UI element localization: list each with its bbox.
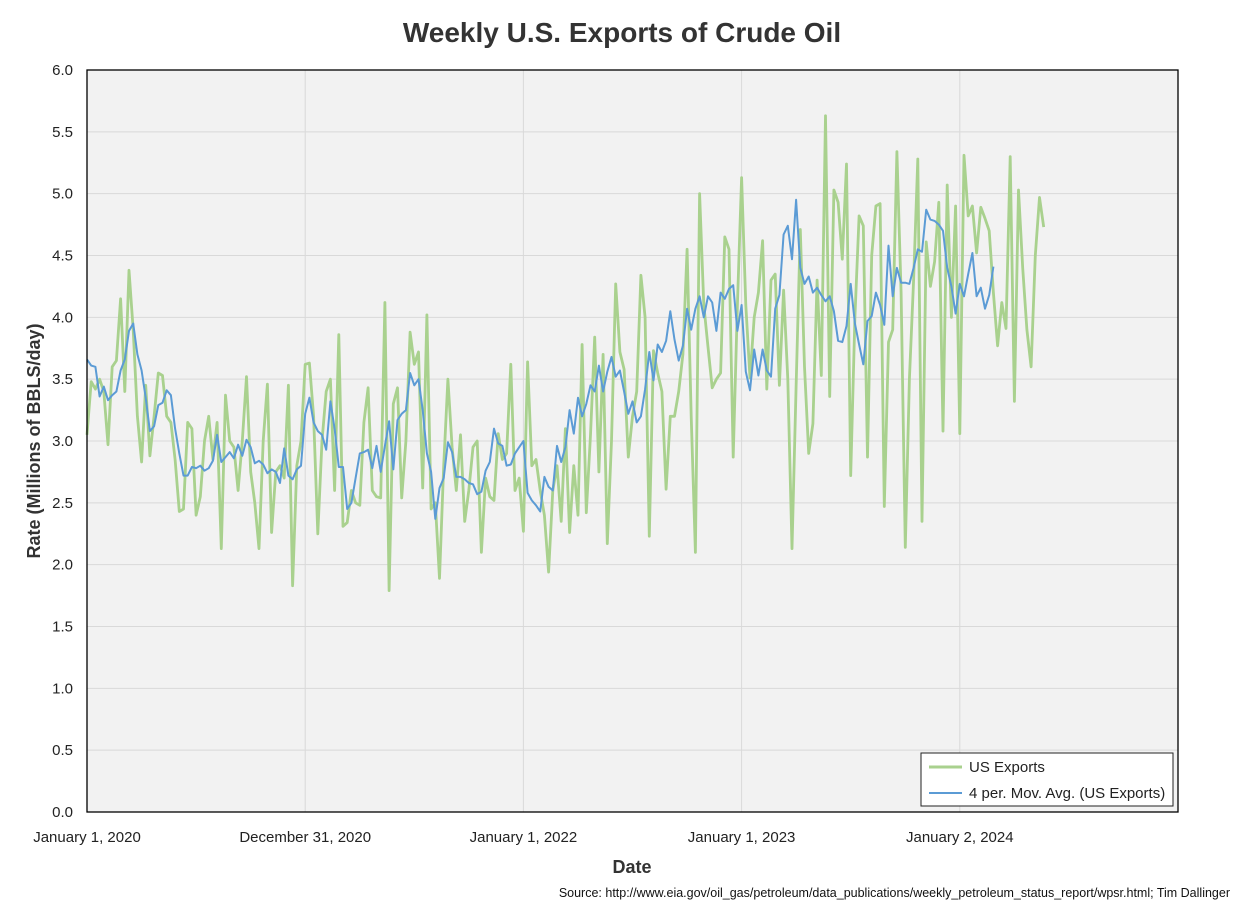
y-tick-label: 3.5	[52, 371, 73, 388]
x-tick-label: January 2, 2024	[906, 829, 1014, 846]
x-axis-label: Date	[612, 857, 651, 877]
series-line-us-exports	[85, 114, 1046, 592]
plot-border	[86, 69, 1179, 813]
x-tick-label: January 1, 2023	[688, 829, 796, 846]
chart-title: Weekly U.S. Exports of Crude Oil	[403, 17, 841, 48]
y-axis-ticks: 0.0 0.5 1.0 1.5 2.0 2.5 3.0 3.5 4.0 4.5 5.0 5.5 6.0	[52, 62, 73, 821]
y-tick-label: 2.5	[52, 495, 73, 512]
x-tick-label: December 31, 2020	[239, 829, 371, 846]
y-tick-label: 0.0	[52, 804, 73, 821]
series-line-moving-average	[86, 198, 995, 520]
x-tick-label: January 1, 2022	[470, 829, 578, 846]
x-tick-label: January 1, 2020	[33, 829, 141, 846]
source-note: Source: http://www.eia.gov/oil_gas/petro…	[559, 886, 1230, 900]
series-group	[85, 114, 1046, 592]
y-tick-label: 6.0	[52, 62, 73, 79]
legend-label-exports: US Exports	[969, 759, 1045, 776]
x-axis-ticks: January 1, 2020 December 31, 2020 January …	[33, 829, 1013, 846]
legend-box	[920, 752, 1174, 807]
y-tick-label: 1.0	[52, 680, 73, 697]
y-tick-label: 4.5	[52, 248, 73, 265]
y-tick-label: 5.0	[52, 186, 73, 203]
y-axis-label: Rate (Millions of BBLS/day)	[24, 323, 44, 558]
y-tick-label: 3.0	[52, 433, 73, 450]
y-tick-label: 2.0	[52, 557, 73, 574]
y-tick-label: 5.5	[52, 124, 73, 141]
y-tick-label: 4.0	[52, 309, 73, 326]
y-tick-label: 0.5	[52, 742, 73, 759]
legend-label-moving-avg: 4 per. Mov. Avg. (US Exports)	[969, 785, 1165, 802]
y-tick-label: 1.5	[52, 619, 73, 636]
legend: US Exports 4 per. Mov. Avg. (US Exports)	[920, 752, 1174, 807]
